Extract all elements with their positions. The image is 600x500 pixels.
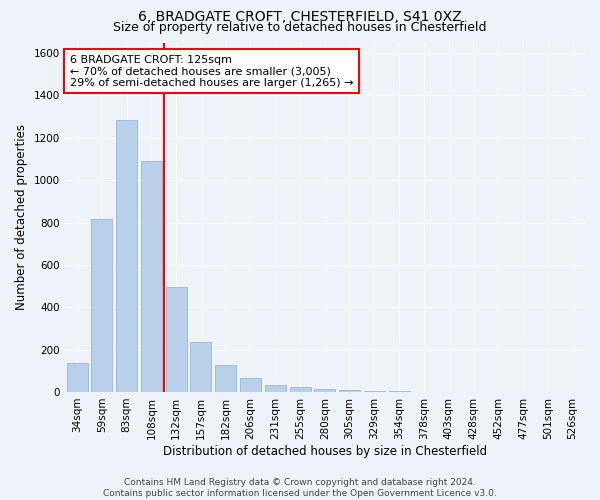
Bar (290, 386, 311, 392)
Text: 6, BRADGATE CROFT, CHESTERFIELD, S41 0XZ: 6, BRADGATE CROFT, CHESTERFIELD, S41 0XZ (138, 10, 462, 24)
Bar (166, 287, 187, 392)
Bar (91, 220, 112, 392)
Bar (67, 364, 88, 392)
Bar (141, 161, 162, 392)
Text: 6 BRADGATE CROFT: 125sqm
← 70% of detached houses are smaller (3,005)
29% of sem: 6 BRADGATE CROFT: 125sqm ← 70% of detach… (70, 54, 353, 88)
Bar (215, 366, 236, 392)
Bar (389, 391, 410, 392)
Y-axis label: Number of detached properties: Number of detached properties (15, 124, 28, 310)
Text: Size of property relative to detached houses in Chesterfield: Size of property relative to detached ho… (113, 21, 487, 34)
Bar (265, 384, 286, 392)
Bar (190, 342, 211, 392)
Bar (364, 391, 385, 392)
Bar (314, 389, 335, 392)
X-axis label: Distribution of detached houses by size in Chesterfield: Distribution of detached houses by size … (163, 444, 487, 458)
Text: Contains HM Land Registry data © Crown copyright and database right 2024.
Contai: Contains HM Land Registry data © Crown c… (103, 478, 497, 498)
Bar (116, 120, 137, 392)
Bar (339, 390, 360, 392)
Bar (240, 378, 261, 392)
